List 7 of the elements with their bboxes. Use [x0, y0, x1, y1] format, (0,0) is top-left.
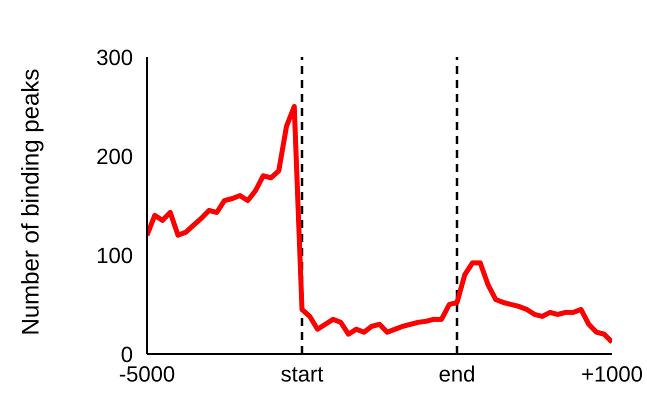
- x-tick-label: +1000: [581, 362, 643, 387]
- y-tick-label: 300: [96, 44, 133, 70]
- y-tick-label: 200: [96, 144, 133, 169]
- y-axis-title: Number of binding peaks: [18, 68, 45, 336]
- y-tick-label: 100: [96, 242, 133, 268]
- x-tick-label: end: [438, 362, 476, 387]
- x-tick-label: start: [280, 362, 324, 387]
